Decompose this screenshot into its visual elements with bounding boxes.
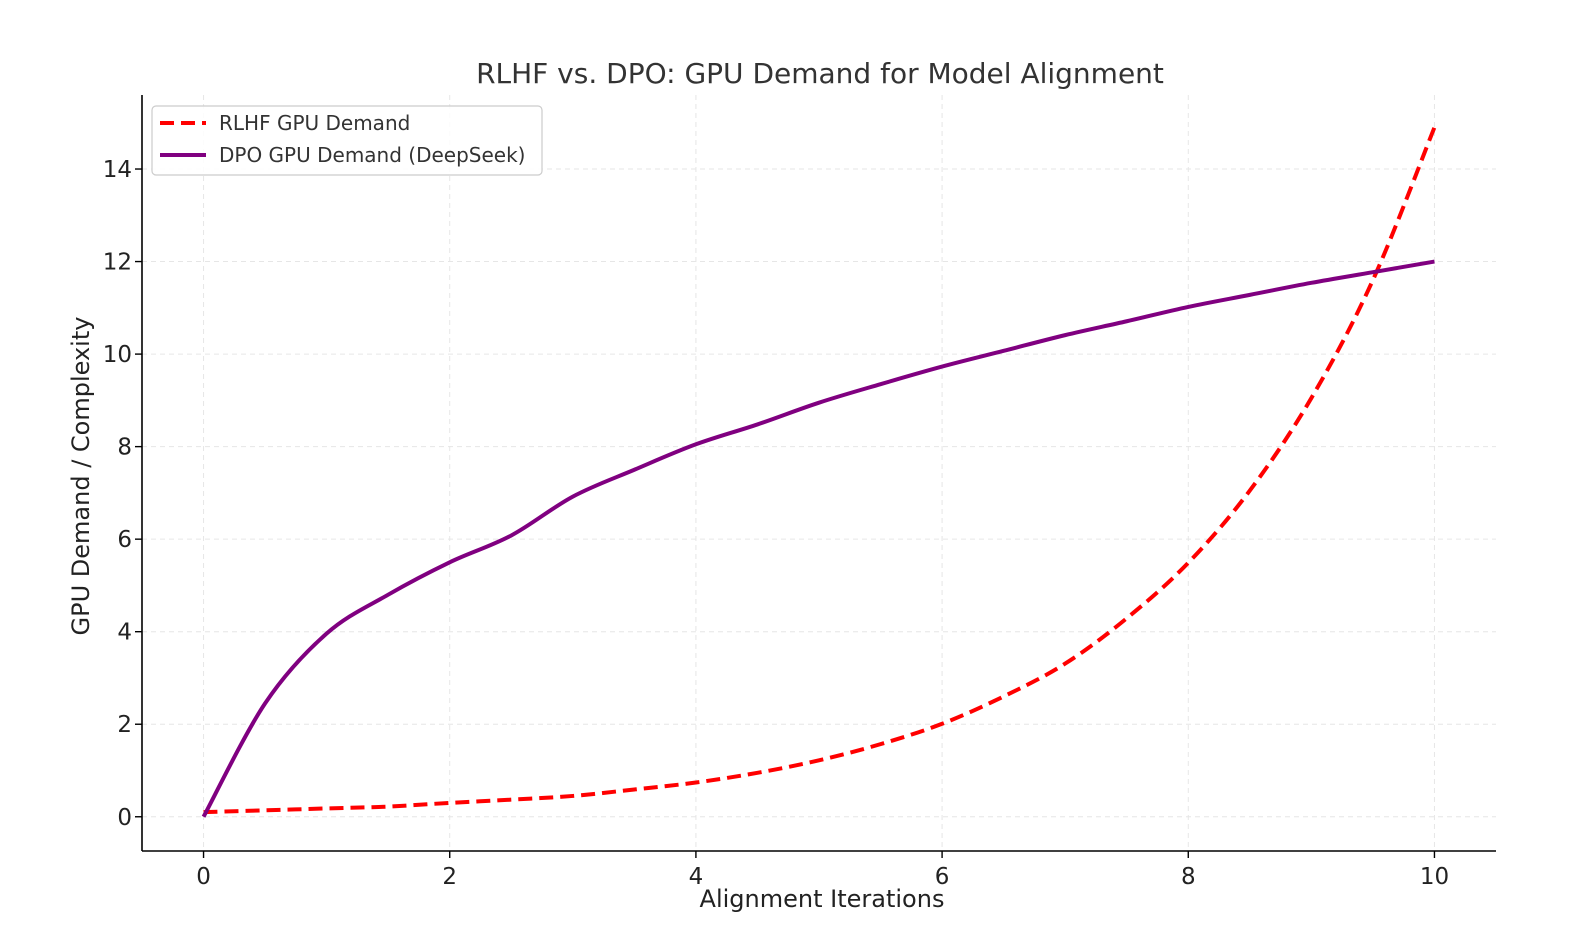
x-tick-label: 6 (935, 864, 950, 890)
y-tick-label: 4 (117, 620, 132, 646)
x-tick-label: 4 (689, 864, 704, 890)
legend-label-dpo: DPO GPU Demand (DeepSeek) (219, 143, 525, 167)
x-tick-label: 10 (1420, 864, 1449, 890)
x-tick-label: 0 (196, 864, 211, 890)
legend-box (151, 105, 543, 176)
y-tick-label: 0 (117, 805, 132, 831)
axes (141, 95, 1496, 852)
y-tick-label: 12 (103, 250, 132, 276)
series-line-dpo (201, 259, 1435, 818)
legend: RLHF GPU Demand DPO GPU Demand (DeepSeek… (151, 105, 543, 176)
x-tick-label: 2 (442, 864, 457, 890)
series-line-rlhf (203, 126, 1437, 815)
legend-label-rlhf: RLHF GPU Demand (219, 111, 410, 135)
y-tick-label: 8 (117, 435, 132, 461)
x-tick-label: 8 (1181, 864, 1196, 890)
x-axis-label: Alignment Iterations (700, 885, 945, 913)
chart-title: RLHF vs. DPO: GPU Demand for Model Align… (476, 57, 1164, 90)
grid (142, 95, 1496, 851)
y-tick-label: 6 (117, 527, 132, 553)
y-tick-label: 10 (103, 342, 132, 368)
ticks: 0 2 4 6 8 10 0 2 4 6 8 10 12 14 (103, 157, 1449, 890)
y-tick-label: 2 (117, 712, 132, 738)
series-layer (201, 126, 1437, 818)
y-tick-label: 14 (103, 157, 132, 183)
y-axis-label: GPU Demand / Complexity (67, 317, 95, 636)
